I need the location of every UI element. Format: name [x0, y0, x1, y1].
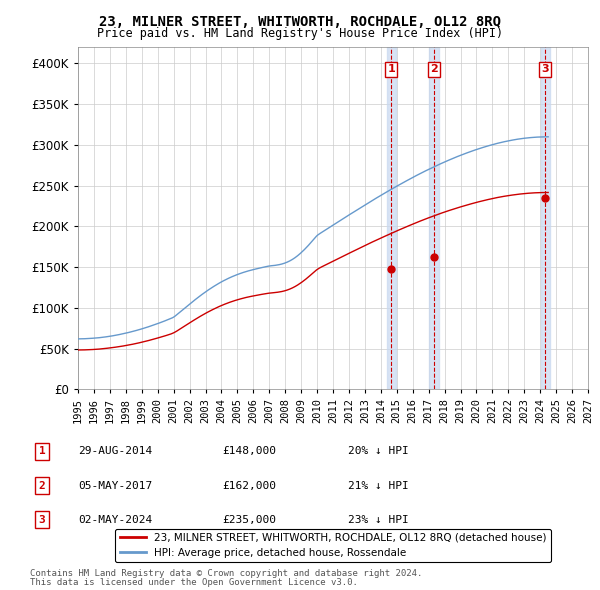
Text: 21% ↓ HPI: 21% ↓ HPI: [348, 481, 409, 490]
Text: 29-AUG-2014: 29-AUG-2014: [78, 447, 152, 456]
Text: 3: 3: [542, 64, 549, 74]
Text: Contains HM Land Registry data © Crown copyright and database right 2024.: Contains HM Land Registry data © Crown c…: [30, 569, 422, 578]
Text: 2: 2: [38, 481, 46, 490]
Text: £148,000: £148,000: [222, 447, 276, 456]
Text: 3: 3: [38, 515, 46, 525]
Text: £162,000: £162,000: [222, 481, 276, 490]
Text: 2: 2: [430, 64, 438, 74]
Text: 23, MILNER STREET, WHITWORTH, ROCHDALE, OL12 8RQ: 23, MILNER STREET, WHITWORTH, ROCHDALE, …: [99, 15, 501, 29]
Text: 20% ↓ HPI: 20% ↓ HPI: [348, 447, 409, 456]
Text: £235,000: £235,000: [222, 515, 276, 525]
Bar: [386, 47, 396, 389]
Legend: 23, MILNER STREET, WHITWORTH, ROCHDALE, OL12 8RQ (detached house), HPI: Average : 23, MILNER STREET, WHITWORTH, ROCHDALE, …: [115, 529, 551, 562]
Text: Price paid vs. HM Land Registry's House Price Index (HPI): Price paid vs. HM Land Registry's House …: [97, 27, 503, 40]
Bar: [541, 47, 550, 389]
Text: 1: 1: [388, 64, 395, 74]
Text: 23% ↓ HPI: 23% ↓ HPI: [348, 515, 409, 525]
Text: 02-MAY-2024: 02-MAY-2024: [78, 515, 152, 525]
Text: 05-MAY-2017: 05-MAY-2017: [78, 481, 152, 490]
Bar: [429, 47, 439, 389]
Text: This data is licensed under the Open Government Licence v3.0.: This data is licensed under the Open Gov…: [30, 578, 358, 587]
Text: 1: 1: [38, 447, 46, 456]
